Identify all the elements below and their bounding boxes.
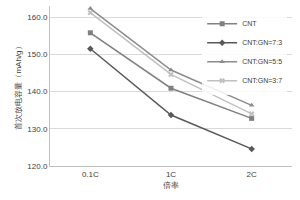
svg-text:首次放电容量（mAh/g）: 首次放电容量（mAh/g） <box>14 42 23 129</box>
svg-text:2C: 2C <box>247 170 257 179</box>
svg-text:1C: 1C <box>166 170 176 179</box>
svg-text:CNT:GN=7:3: CNT:GN=7:3 <box>242 39 282 46</box>
svg-text:0.1C: 0.1C <box>82 170 99 179</box>
svg-text:倍率: 倍率 <box>163 181 179 190</box>
svg-text:140.0: 140.0 <box>27 87 48 96</box>
svg-text:CNT:GN=5:5: CNT:GN=5:5 <box>242 58 282 65</box>
svg-text:CNT:GN=3:7: CNT:GN=3:7 <box>242 77 282 84</box>
svg-text:120.0: 120.0 <box>27 162 48 171</box>
svg-text:CNT: CNT <box>242 20 257 27</box>
svg-text:130.0: 130.0 <box>27 125 48 134</box>
svg-text:150.0: 150.0 <box>27 50 48 59</box>
svg-text:160.0: 160.0 <box>27 13 48 22</box>
